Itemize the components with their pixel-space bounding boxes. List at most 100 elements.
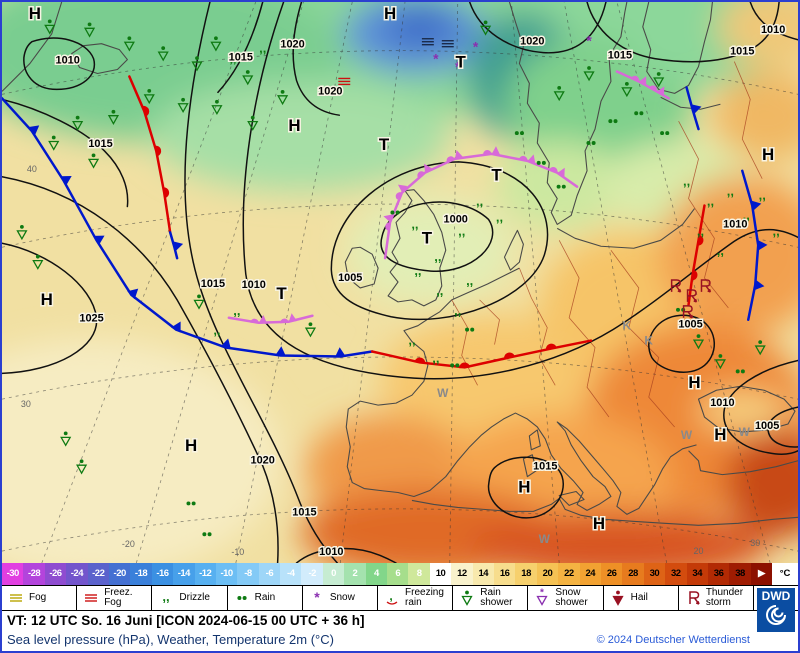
pressure-label: 1020 — [280, 39, 304, 51]
area-letter: W — [681, 428, 693, 442]
scale-cell: 32 — [665, 563, 687, 585]
legend-item-drizzle: ,, Drizzle — [152, 586, 228, 610]
legend-label: Hail — [630, 592, 648, 603]
high-center-label: H — [688, 373, 700, 392]
high-center-label: H — [185, 436, 197, 455]
area-letter: K — [623, 319, 632, 333]
scale-cell: 6 — [387, 563, 409, 585]
scale-cell: 34 — [686, 563, 708, 585]
legend-item-hail: Hail — [604, 586, 679, 610]
cold-front — [741, 169, 768, 321]
freezing-fog-symbol — [338, 77, 351, 86]
scale-cell: -28 — [23, 563, 45, 585]
pressure-label: 1015 — [533, 461, 557, 473]
drizzle-symbol: ,, — [414, 263, 421, 278]
drizzle-symbol: ,, — [436, 283, 443, 298]
drizzle-symbol: ,, — [434, 249, 441, 264]
shower-symbol — [193, 294, 205, 310]
shower-symbol — [177, 97, 189, 114]
shower-symbol — [277, 89, 289, 106]
drizzle-symbol: ,, — [432, 350, 439, 365]
legend-item-fog: Fog — [2, 586, 78, 610]
cold-front — [168, 231, 184, 260]
drizzle-symbol: ,, — [727, 184, 734, 199]
legend-label: Drizzle — [179, 592, 210, 603]
shower-symbol — [32, 254, 44, 270]
legend-label: Freez. Fog — [104, 587, 133, 608]
pressure-label: 1010 — [710, 397, 734, 409]
rain-symbol — [465, 327, 475, 332]
scale-cell: 26 — [600, 563, 623, 585]
freezing-fog-icon — [85, 594, 98, 602]
scale-cell: -2 — [301, 563, 323, 585]
scale-cell: -8 — [237, 563, 259, 585]
drizzle-symbol: ,, — [213, 323, 220, 338]
shower-symbol — [247, 115, 259, 131]
scale-cell: 30 — [643, 563, 666, 585]
area-letter: W — [739, 425, 751, 439]
shower-symbol — [16, 225, 28, 241]
dwd-logo-text: DWD — [761, 589, 791, 603]
legend-item-thunderstorm: Thunder storm — [679, 586, 755, 610]
scale-cell: 18 — [515, 563, 537, 585]
drizzle-icon: ,, — [163, 589, 170, 604]
graticule-label: 30 — [21, 399, 31, 409]
high-center-label: H — [288, 116, 300, 135]
drizzle-symbol: ,, — [466, 273, 473, 288]
pressure-label: 1005 — [678, 319, 702, 331]
svg-text:,: , — [389, 589, 392, 603]
svg-text:*: * — [586, 33, 592, 49]
shower-symbol — [242, 70, 254, 86]
svg-text:*: * — [473, 39, 479, 55]
scale-cell: 28 — [622, 563, 644, 585]
thunderstorm-symbol — [682, 305, 694, 319]
cold-front — [685, 86, 702, 131]
low-center-label: T — [422, 228, 433, 247]
svg-text:*: * — [455, 59, 461, 75]
thunderstorm-symbol — [670, 279, 682, 293]
drizzle-symbol: ,, — [233, 303, 240, 318]
scale-cell: -12 — [194, 563, 216, 585]
shower-symbol — [44, 19, 56, 35]
scale-cell: 0 — [322, 563, 345, 585]
weather-symbols-layer: ,,,,,,,,,,,,,,,,,,,,,,,,,,,,,,,,,,,,,,,,… — [16, 19, 780, 537]
scale-cell: 10 — [429, 563, 452, 585]
rain-icon — [237, 596, 247, 600]
scale-cell: 12 — [451, 563, 473, 585]
svg-text:,,: ,, — [697, 223, 704, 238]
freezing-rain-icon: , — [386, 589, 398, 605]
svg-text:,,: ,, — [707, 194, 714, 209]
high-center-label: H — [714, 425, 726, 444]
scale-cell: -4 — [280, 563, 302, 585]
high-center-label: H — [762, 145, 774, 164]
shower-symbol — [107, 109, 120, 125]
rain-symbol — [660, 131, 670, 136]
shower-symbol — [553, 86, 565, 102]
shower-symbol — [210, 36, 222, 52]
scale-cell: ▶ — [750, 563, 773, 585]
shower-symbol — [692, 334, 705, 350]
pressure-label: 1020 — [251, 455, 275, 467]
svg-text:,,: ,, — [432, 350, 439, 365]
rain-symbol — [536, 160, 546, 165]
validity-bar: VT: 12 UTC So. 16 Juni [ICON 2024-06-15 … — [2, 611, 798, 631]
legend-label: Freezing rain — [405, 587, 444, 608]
rain-symbol — [514, 131, 524, 136]
scale-cell: -24 — [66, 563, 88, 585]
pressure-label: 1000 — [444, 213, 468, 225]
rain-symbol — [450, 363, 460, 368]
svg-text:*: * — [433, 51, 439, 67]
svg-text:,,: ,, — [496, 209, 503, 224]
pressure-label: 1010 — [242, 279, 266, 291]
occluded-front — [227, 313, 314, 324]
legend-item-snow: * Snow — [303, 586, 379, 610]
legend-item-rain: Rain — [228, 586, 303, 610]
scale-cell: -10 — [215, 563, 238, 585]
rain-symbol — [735, 369, 745, 374]
scale-cell: -22 — [87, 563, 109, 585]
svg-text:,,: ,, — [727, 184, 734, 199]
scale-cell: 14 — [472, 563, 494, 585]
legend-label: Fog — [29, 592, 47, 603]
snow-symbol: * — [455, 59, 461, 75]
